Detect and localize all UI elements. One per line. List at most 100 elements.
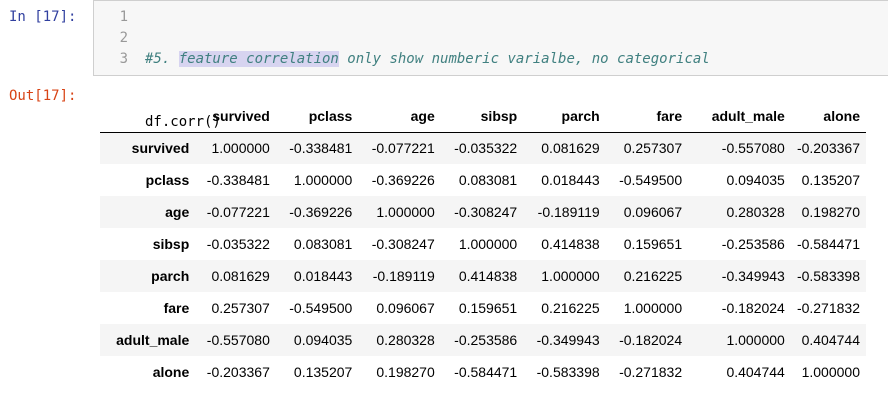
table-cell: 1.000000 bbox=[801, 364, 860, 380]
row-label: pclass bbox=[145, 172, 190, 188]
column-header: adult_male bbox=[688, 100, 791, 133]
row-label: parch bbox=[151, 268, 190, 284]
line-number: 1 bbox=[119, 9, 128, 25]
table-cell: 0.257307 bbox=[211, 300, 270, 316]
table-cell: -0.271832 bbox=[619, 364, 683, 380]
table-cell: -0.583398 bbox=[536, 364, 600, 380]
table-cell: 0.414838 bbox=[458, 268, 518, 284]
code-cell-editor[interactable]: 1 2 3 #5. feature correlation only show … bbox=[93, 0, 888, 130]
table-cell: 0.159651 bbox=[458, 300, 518, 316]
column-header: sibsp bbox=[440, 100, 524, 133]
table-row: age -0.077221 -0.369226 1.000000 -0.3082… bbox=[100, 196, 866, 228]
row-label: adult_male bbox=[116, 332, 190, 348]
table-cell: -0.349943 bbox=[536, 332, 600, 348]
table-cell: 1.000000 bbox=[293, 172, 353, 188]
table-cell: 0.280328 bbox=[726, 204, 785, 220]
table-cell: 1.000000 bbox=[376, 204, 435, 220]
table-cell: 1.000000 bbox=[623, 300, 683, 316]
table-cell: 0.404744 bbox=[726, 364, 785, 380]
row-label: fare bbox=[163, 300, 190, 316]
table-cell: -0.253586 bbox=[454, 332, 518, 348]
table-cell: 1.000000 bbox=[458, 236, 518, 252]
column-header: parch bbox=[523, 100, 606, 133]
table-cell: -0.338481 bbox=[206, 172, 270, 188]
table-cell: 0.096067 bbox=[623, 204, 683, 220]
column-header: pclass bbox=[275, 100, 359, 133]
line-number-gutter: 1 2 3 bbox=[94, 1, 134, 75]
line-number: 3 bbox=[119, 51, 128, 67]
table-cell: -0.557080 bbox=[721, 140, 785, 157]
table-row: fare 0.257307 -0.549500 0.096067 0.15965… bbox=[100, 292, 866, 324]
output-area: survived pclass age sibsp parch fare adu… bbox=[100, 100, 866, 388]
table-cell: -0.349943 bbox=[721, 268, 785, 284]
table-cell: 0.280328 bbox=[376, 332, 435, 348]
table-row: survived 1.000000 -0.338481 -0.077221 -0… bbox=[100, 132, 866, 164]
table-cell: 0.216225 bbox=[623, 268, 683, 284]
column-header: age bbox=[358, 100, 441, 133]
table-cell: 0.135207 bbox=[293, 364, 353, 380]
table-cell: 1.000000 bbox=[211, 140, 270, 157]
table-cell: -0.203367 bbox=[206, 364, 270, 380]
table-cell: 0.198270 bbox=[376, 364, 435, 380]
table-cell: -0.338481 bbox=[289, 140, 353, 157]
table-cell: 0.135207 bbox=[801, 172, 860, 188]
table-cell: -0.077221 bbox=[371, 140, 435, 157]
table-row: parch 0.081629 0.018443 -0.189119 0.4148… bbox=[100, 260, 866, 292]
table-cell: 0.198270 bbox=[801, 204, 860, 220]
table-cell: -0.584471 bbox=[796, 236, 860, 252]
table-cell: 0.216225 bbox=[541, 300, 600, 316]
table-cell: 0.094035 bbox=[726, 172, 785, 188]
table-row: sibsp -0.035322 0.083081 -0.308247 1.000… bbox=[100, 228, 866, 260]
table-cell: 1.000000 bbox=[726, 332, 785, 348]
input-prompt: In [17]: bbox=[9, 9, 77, 25]
table-row: pclass -0.338481 1.000000 -0.369226 0.08… bbox=[100, 164, 866, 196]
code-line-1: #5. feature correlation only show number… bbox=[145, 49, 710, 70]
correlation-table: survived pclass age sibsp parch fare adu… bbox=[100, 100, 866, 388]
row-label: age bbox=[165, 204, 190, 220]
table-row: alone -0.203367 0.135207 0.198270 -0.584… bbox=[100, 356, 866, 388]
table-cell: 0.257307 bbox=[623, 140, 683, 157]
table-header-row: survived pclass age sibsp parch fare adu… bbox=[100, 100, 866, 133]
output-prompt: Out[17]: bbox=[9, 88, 77, 104]
table-cell: -0.203367 bbox=[796, 140, 860, 157]
table-cell: -0.271832 bbox=[796, 300, 860, 316]
table-cell: 0.094035 bbox=[293, 332, 353, 348]
line-number: 2 bbox=[119, 30, 128, 46]
selected-text: feature correlation bbox=[178, 51, 339, 67]
table-cell: -0.369226 bbox=[289, 204, 353, 220]
column-header: fare bbox=[605, 100, 689, 133]
table-cell: -0.583398 bbox=[796, 268, 860, 284]
comment-hash: #5. bbox=[145, 51, 179, 67]
table-row: adult_male -0.557080 0.094035 0.280328 -… bbox=[100, 324, 866, 356]
table-cell: -0.557080 bbox=[206, 332, 270, 348]
table-cell: 0.414838 bbox=[541, 236, 600, 252]
index-header bbox=[100, 100, 196, 133]
table-cell: -0.369226 bbox=[371, 172, 435, 188]
table-cell: -0.182024 bbox=[619, 332, 683, 348]
table-cell: -0.189119 bbox=[537, 204, 600, 220]
table-cell: -0.549500 bbox=[619, 172, 683, 188]
table-cell: -0.308247 bbox=[454, 204, 518, 220]
table-cell: -0.253586 bbox=[721, 236, 785, 252]
table-cell: -0.182024 bbox=[721, 300, 785, 316]
table-cell: 0.083081 bbox=[293, 236, 353, 252]
column-header: alone bbox=[790, 100, 866, 133]
table-cell: 0.081629 bbox=[211, 268, 270, 284]
row-label: survived bbox=[131, 140, 190, 157]
table-cell: 0.083081 bbox=[458, 172, 518, 188]
table-cell: 0.159651 bbox=[623, 236, 683, 252]
table-cell: -0.189119 bbox=[372, 268, 435, 284]
table-cell: 0.018443 bbox=[541, 172, 600, 188]
comment-text: only show numberic varialbe, no categori… bbox=[338, 51, 710, 67]
table-cell: -0.035322 bbox=[454, 140, 518, 157]
table-cell: -0.035322 bbox=[206, 236, 270, 252]
table-cell: 0.404744 bbox=[801, 332, 860, 348]
table-cell: 0.081629 bbox=[541, 140, 600, 157]
table-cell: 1.000000 bbox=[541, 268, 600, 284]
table-cell: -0.584471 bbox=[454, 364, 518, 380]
table-cell: 0.096067 bbox=[376, 300, 435, 316]
row-label: sibsp bbox=[152, 236, 190, 252]
column-header: survived bbox=[195, 100, 276, 133]
table-cell: -0.308247 bbox=[371, 236, 435, 252]
table-cell: 0.018443 bbox=[293, 268, 353, 284]
